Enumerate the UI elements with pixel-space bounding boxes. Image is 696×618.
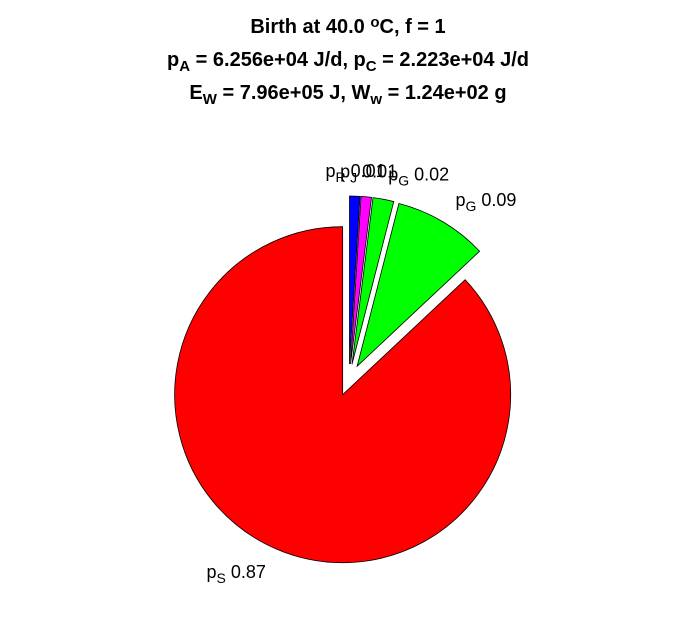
slice-label: pG 0.09 — [455, 190, 516, 214]
label-value: 0.01 — [362, 162, 397, 182]
pie-slice — [349, 195, 361, 365]
text-segment: C — [366, 58, 377, 75]
slice-label: pS 0.87 — [206, 562, 265, 586]
text-segment: W — [203, 91, 218, 108]
label-value: 0.87 — [231, 562, 266, 582]
text-segment: w — [369, 91, 382, 108]
chart-title: Birth at 40.0 oC, f = 1 — [250, 14, 445, 38]
slice-label: pR 0.01 — [325, 161, 385, 185]
label-symbol: p — [325, 161, 335, 181]
text-segment: = 6.256e+04 J/d, p — [190, 49, 366, 71]
text-segment: p — [167, 49, 179, 71]
label-subscript: S — [217, 570, 226, 586]
slice-label: pJ 0.01 — [340, 162, 397, 186]
label-symbol: p — [206, 562, 216, 582]
pie-slice — [356, 203, 481, 368]
chart-title: EW = 7.96e+05 J, Ww = 1.24e+02 g — [189, 82, 506, 108]
text-segment: Birth at 40.0 — [250, 16, 370, 38]
text-segment: = 2.223e+04 J/d — [377, 49, 529, 71]
pie-slice — [174, 226, 512, 564]
text-segment: = 7.96e+05 J, W — [217, 82, 371, 104]
label-symbol: p — [340, 162, 350, 182]
label-subscript: G — [398, 172, 409, 188]
chart-title: pA = 6.256e+04 J/d, pC = 2.223e+04 J/d — [167, 49, 529, 75]
label-subscript: J — [350, 170, 357, 186]
slice-label: pG 0.02 — [388, 165, 449, 189]
label-symbol: p — [388, 165, 398, 185]
label-symbol: p — [455, 190, 465, 210]
label-subscript: R — [335, 169, 345, 185]
text-segment: A — [179, 58, 190, 75]
pie-slice — [350, 195, 373, 365]
label-subscript: G — [466, 198, 477, 214]
text-segment: o — [370, 14, 379, 31]
text-segment: E — [189, 82, 202, 104]
label-value: 0.02 — [414, 165, 449, 185]
pie-slice — [351, 197, 395, 365]
label-value: 0.09 — [481, 190, 516, 210]
label-value: 0.01 — [351, 161, 386, 181]
text-segment: = 1.24e+02 g — [382, 82, 507, 104]
text-segment: C, f = 1 — [380, 16, 446, 38]
